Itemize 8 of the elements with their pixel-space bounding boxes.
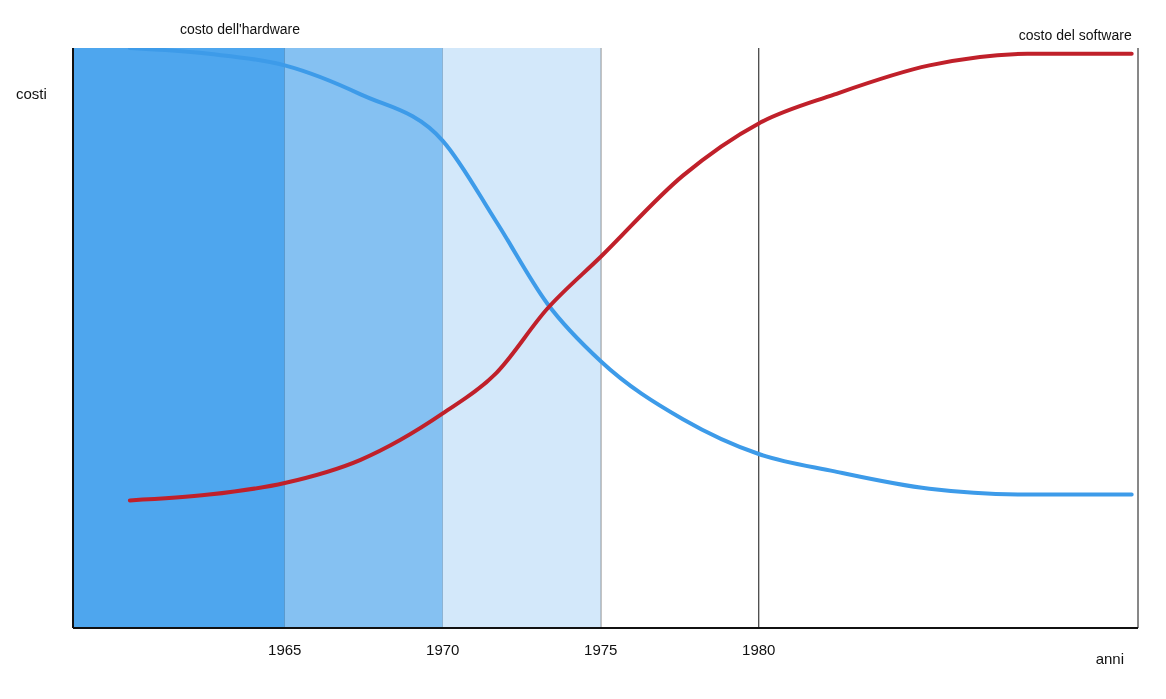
series-label: costo dell'hardware (179, 21, 301, 37)
x-tick-label: 1980 (742, 640, 776, 658)
x-tick-label: 1965 (268, 640, 302, 658)
x-tick-label: 1970 (426, 640, 460, 658)
x-axis-title: anni (1095, 650, 1124, 667)
series-label: costo del software (1018, 26, 1132, 43)
x-tick-label: 1975 (584, 640, 618, 658)
y-axis-title: costi (16, 84, 47, 102)
